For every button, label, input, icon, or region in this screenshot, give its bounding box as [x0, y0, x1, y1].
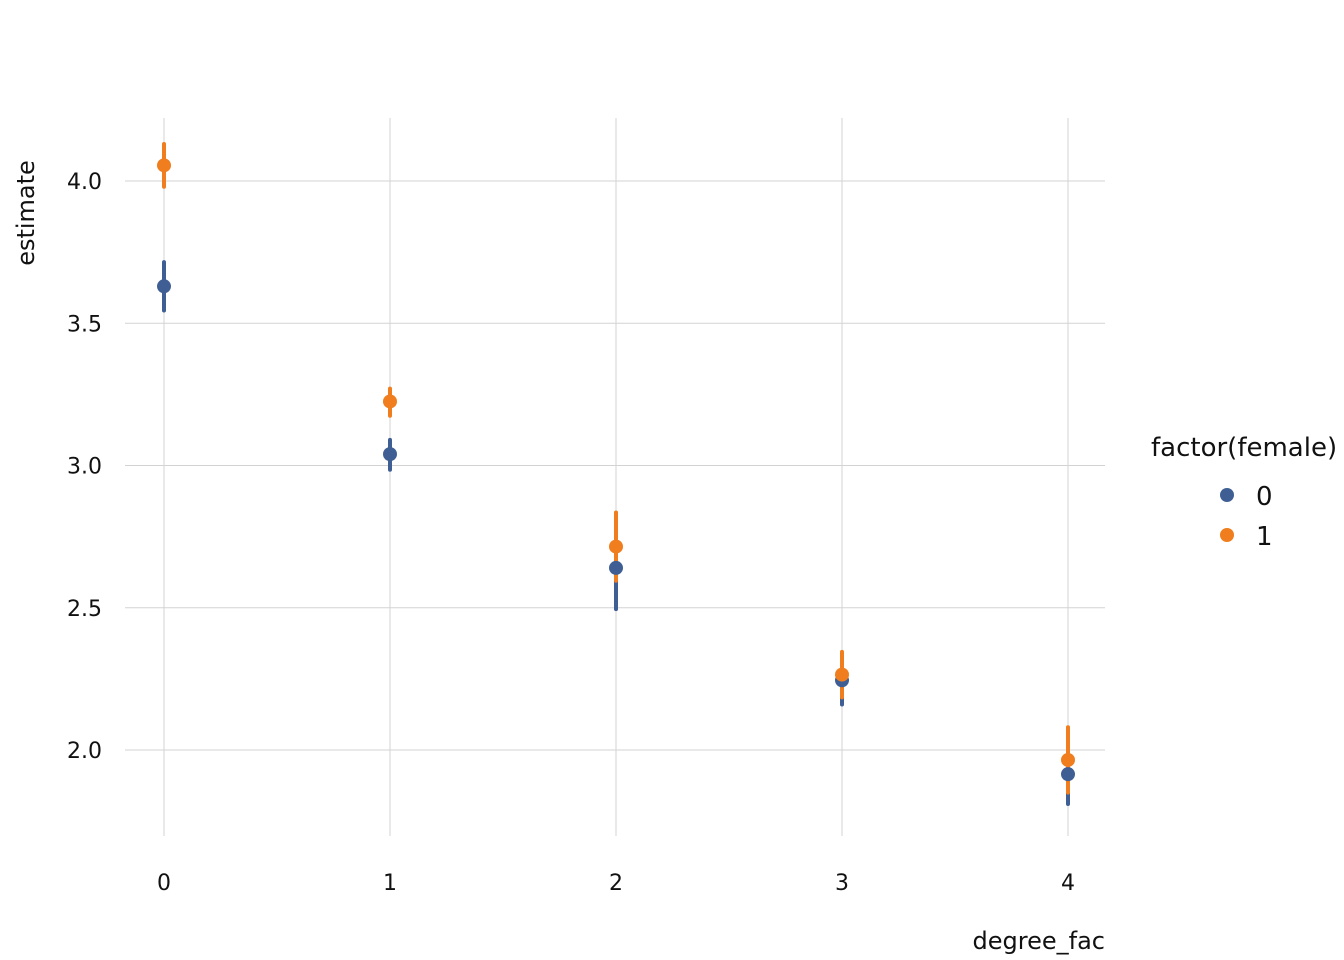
grid [125, 118, 1105, 836]
y-tick-label: 3.5 [67, 312, 102, 337]
point-series-0 [383, 447, 397, 462]
point-series-1 [383, 394, 397, 409]
point-series-0 [157, 279, 171, 294]
y-tick-label: 2.0 [67, 739, 102, 764]
legend-items: 01 [1220, 482, 1273, 552]
point-series-1 [157, 158, 171, 173]
legend-key-1 [1220, 528, 1234, 542]
legend-label-1: 1 [1256, 522, 1273, 552]
x-tick-label: 3 [835, 871, 849, 896]
point-series-1 [835, 667, 849, 682]
x-axis-title: degree_fac [973, 927, 1105, 955]
legend-key-0 [1220, 488, 1234, 502]
point-series-1 [609, 539, 623, 554]
legend: factor(female) 01 [1151, 433, 1337, 552]
x-tick-label: 0 [157, 871, 171, 896]
y-tick-label: 4.0 [67, 170, 102, 195]
x-tick-label: 2 [609, 871, 623, 896]
point-series-0 [1061, 767, 1075, 782]
point-series-0 [609, 560, 623, 575]
y-axis-title: estimate [12, 160, 40, 266]
y-tick-label: 2.5 [67, 597, 102, 622]
y-tick-labels: 2.0 2.5 3.0 3.5 4.0 [67, 170, 102, 764]
legend-title: factor(female) [1151, 433, 1337, 463]
y-tick-label: 3.0 [67, 455, 102, 480]
legend-label-0: 0 [1256, 482, 1273, 512]
data-points [157, 158, 1075, 782]
point-series-1 [1061, 752, 1075, 767]
x-tick-label: 4 [1061, 871, 1075, 896]
x-tick-labels: 0 1 2 3 4 [157, 871, 1075, 896]
x-tick-label: 1 [383, 871, 397, 896]
